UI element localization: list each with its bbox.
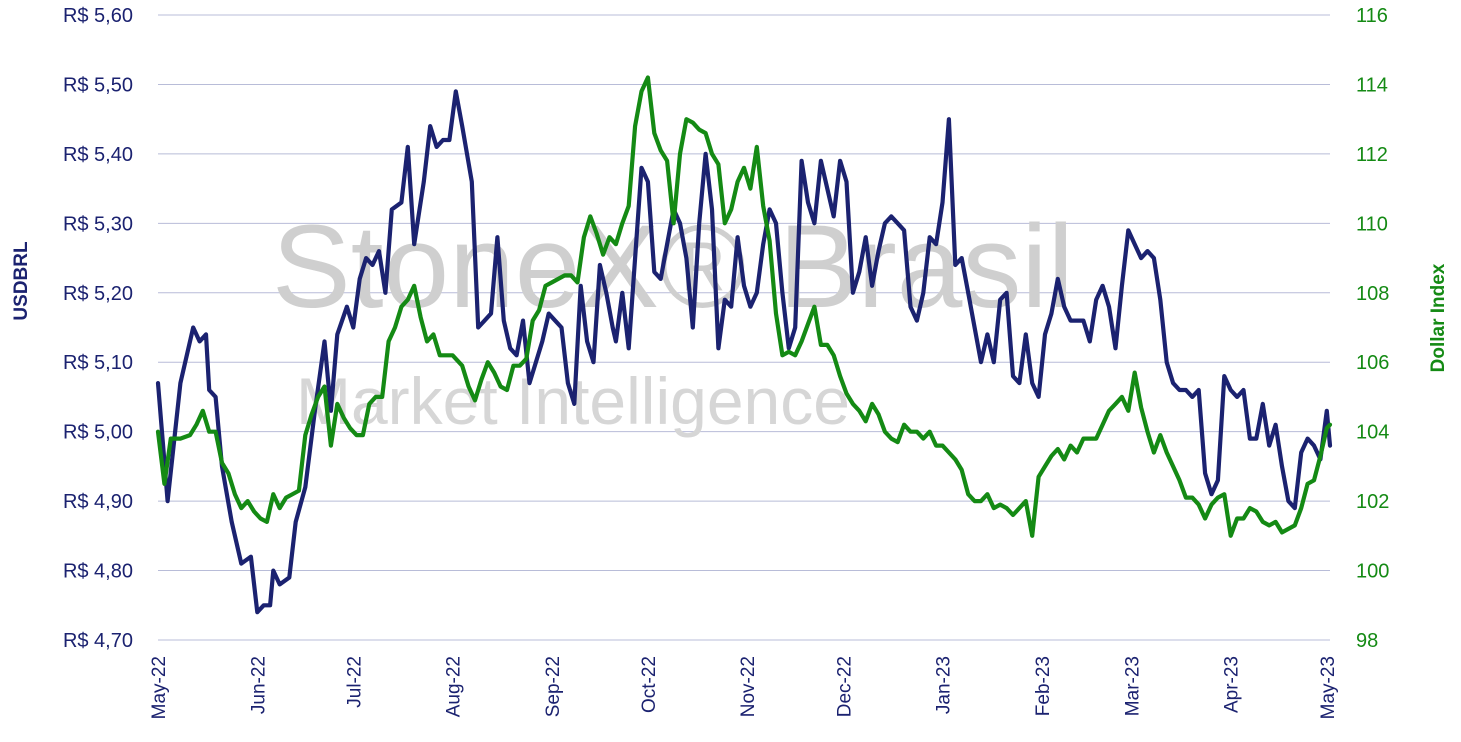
x-tick-label: Nov-22 — [738, 656, 759, 717]
x-tick-label: Dec-22 — [834, 656, 855, 717]
right-axis-title: Dollar Index — [1428, 263, 1449, 372]
x-tick-label: Apr-23 — [1222, 656, 1243, 713]
right-tick-label: 108 — [1356, 283, 1389, 305]
x-tick-label: Sep-22 — [543, 656, 564, 717]
x-tick-label: Jan-23 — [934, 656, 955, 714]
left-tick-label: R$ 5,60 — [63, 5, 133, 27]
x-tick-label: Aug-22 — [444, 656, 465, 717]
right-tick-label: 98 — [1356, 630, 1378, 652]
left-axis-ticks: R$ 4,70 R$ 4,80 R$ 4,90 R$ 5,00 R$ 5,10 R$ 5,… — [63, 5, 133, 652]
series-lines — [155, 75, 1333, 615]
x-tick-label: May-22 — [149, 656, 170, 719]
left-tick-label: R$ 5,00 — [63, 422, 133, 444]
right-tick-label: 102 — [1356, 491, 1389, 513]
right-tick-label: 104 — [1356, 422, 1389, 444]
left-tick-label: R$ 5,50 — [63, 74, 133, 96]
x-tick-label: Mar-23 — [1122, 656, 1143, 716]
x-tick-label: Oct-22 — [639, 656, 660, 713]
right-tick-label: 106 — [1356, 352, 1389, 374]
x-tick-label: Jun-22 — [248, 656, 269, 714]
right-tick-label: 110 — [1356, 213, 1388, 235]
left-tick-label: R$ 5,20 — [63, 283, 133, 305]
right-axis-ticks: 98 100 102 104 106 108 110 112 114 116 — [1356, 5, 1389, 652]
x-tick-label: Feb-23 — [1033, 656, 1054, 716]
x-axis-ticks: May-22 Jun-22 Jul-22 Aug-22 Sep-22 Oct-22 Nov-… — [149, 656, 1339, 719]
x-tick-label: Jul-22 — [344, 656, 365, 708]
left-tick-label: R$ 4,90 — [63, 491, 133, 513]
right-tick-label: 116 — [1356, 5, 1388, 27]
left-tick-label: R$ 4,80 — [63, 561, 133, 583]
right-tick-label: 112 — [1356, 144, 1388, 166]
left-axis-title: USDBRL — [11, 241, 32, 321]
right-tick-label: 114 — [1356, 74, 1388, 96]
x-tick-label: May-23 — [1318, 656, 1339, 719]
left-tick-label: R$ 5,30 — [63, 213, 133, 235]
left-tick-label: R$ 5,40 — [63, 144, 133, 166]
dollar-index-line — [155, 75, 1333, 538]
right-tick-label: 100 — [1356, 561, 1389, 583]
left-tick-label: R$ 4,70 — [63, 630, 133, 652]
left-tick-label: R$ 5,10 — [63, 352, 133, 374]
